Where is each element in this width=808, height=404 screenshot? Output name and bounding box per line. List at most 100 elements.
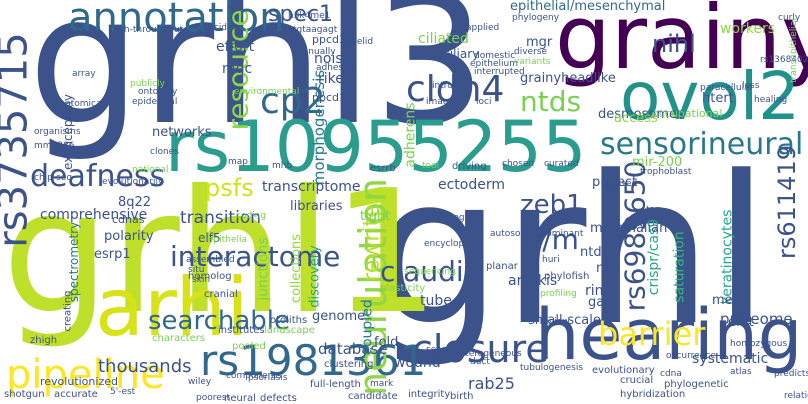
cloud-word: ppcd3 [312,33,346,46]
cloud-word: chosen [502,159,535,169]
cloud-word: pooled [232,341,266,352]
cloud-word: curly [778,13,801,23]
cloud-word: anatomical [54,99,105,109]
cloud-word: planar [486,261,518,272]
cloud-word: healing [754,95,788,105]
cloud-word: fold [374,335,399,350]
cloud-word: closure [412,327,549,371]
cloud-word: networks [152,125,212,140]
cloud-word: environmental [234,87,300,97]
cloud-word: pipeline [6,352,165,398]
cloud-word: adherens [402,102,419,168]
cloud-word: grainy [555,0,808,89]
cloud-word: tube [420,293,452,309]
cloud-word: junctions [255,237,272,301]
cloud-word: nihl [652,30,696,58]
cloud-word: esrrb [370,163,396,174]
cloud-word: access [614,111,658,126]
cloud-word: integrity [408,389,451,400]
cloud-word: rs611419 [773,145,801,259]
cloud-word: poorest [196,393,230,403]
cloud-word: psfs [205,174,254,202]
cloud-word: manually [294,47,336,57]
cloud-word: atlas [730,367,752,377]
cloud-word: conserved [54,27,101,37]
cloud-word: variants [514,57,551,67]
cloud-word: desmosomes [598,107,684,122]
cloud-word: otoliths [270,315,308,326]
cloud-word: effort [216,39,255,55]
cloud-word: predicts [774,369,808,379]
cloud-word: trophoblast [640,167,692,177]
cloud-word: curated [544,159,579,169]
cloud-word: candidate [348,391,398,402]
cloud-word: intron [432,81,459,91]
cloud-word: occurrence [666,351,716,361]
cloud-word: proteome [720,310,793,328]
cloud-word: neural [224,393,256,404]
cloud-word: interrupted [474,67,525,77]
cloud-word: 5'-est [110,387,136,397]
cloud-word: high-throughput [110,25,184,35]
cloud-word: defects [260,393,297,404]
cloud-word: systematic [692,351,769,367]
cloud-word: autosomal-dominant [490,229,584,239]
cloud-word: review [540,317,570,327]
cloud-word: cdnas [112,213,145,226]
cloud-word: organisms [34,127,81,137]
cloud-word: zeb1 [520,190,583,220]
cloud-word: epidermal [132,97,178,107]
cloud-word: heterogeneous [454,349,522,359]
cloud-word: phylogeny [512,13,560,23]
cloud-word: clones [150,147,179,157]
cloud-word: searchable [148,306,291,336]
cloud-word: project [592,175,638,190]
cloud-word: met [712,293,738,308]
cloud-word: map [228,157,248,167]
cloud-word: rs3735715 [0,32,37,248]
cloud-word: annotation [68,0,285,41]
cloud-word: rs10955255 [165,106,587,188]
cloud-word: cp2 [260,81,326,122]
cloud-word: based [610,179,638,189]
cloud-word: shotgun [4,389,45,400]
cloud-word: mammalian [590,221,668,236]
cloud-word: interactome [170,240,341,273]
cloud-word: 8q22 [118,195,152,210]
cloud-word: thousands [98,356,192,377]
cloud-word: full-length [310,379,361,390]
cloud-word: ppcd1 [312,91,346,104]
cloud-word: discovery [307,245,323,308]
cloud-word: characters [152,333,206,344]
cloud-word: epithelial/mesenchymal [510,0,666,14]
cloud-word: ntds [520,85,582,118]
cloud-word: rime [585,283,617,299]
cloud-word: genome [312,309,366,324]
cloud-word: applied [466,23,500,33]
cloud-word: grainyheadlike [520,71,616,86]
cloud-word: driving [452,161,487,172]
cloud-word: small-scale [528,313,601,328]
cloud-word: transepithelial [788,18,799,83]
cloud-word: e/m [525,223,579,256]
cloud-word: h3k4me1 [288,11,331,21]
cloud-word: array [72,69,96,79]
cloud-word: accurate [54,389,98,400]
cloud-word: grhl [372,133,770,371]
cloud-word: ciliated [418,31,469,47]
cloud-word: loss [742,81,760,91]
cloud-word: spec1 [268,2,334,27]
cloud-word: tight [360,209,391,224]
cloud-word: rs1981361 [200,336,427,385]
cloud-word: creating [62,290,74,332]
cloud-word: sall4 [252,25,273,35]
cloud-word: images [426,97,459,107]
cloud-word: coding [236,211,267,221]
cloud-word: riken [318,71,353,87]
cloud-word: mgc [222,61,253,77]
cloud-word: workers [720,21,776,37]
cloud-word: gap [588,295,613,310]
cloud-word: paracellular [700,83,754,93]
cloud-word: evolutionary [592,365,655,376]
